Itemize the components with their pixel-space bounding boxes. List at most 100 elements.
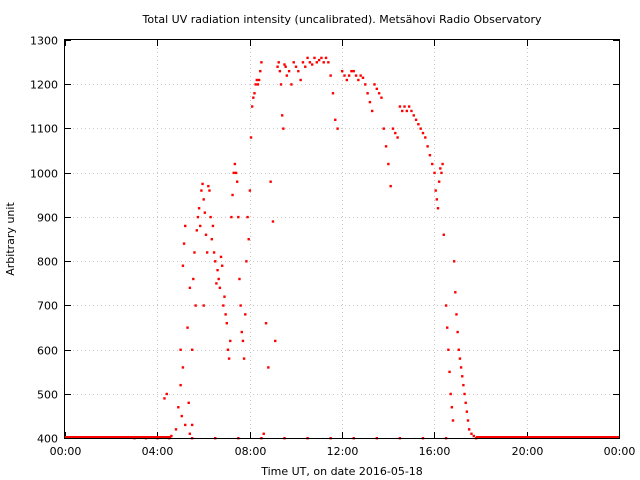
data-point: [242, 357, 246, 360]
data-point: [163, 397, 166, 400]
data-point: [440, 171, 443, 175]
data-point: [247, 238, 250, 241]
data-point: [301, 61, 305, 64]
data-point: [449, 392, 452, 396]
data-point: [441, 162, 444, 166]
data-point: [208, 189, 211, 192]
data-point: [371, 109, 374, 113]
data-point: [182, 242, 186, 245]
data-point: [384, 145, 388, 148]
data-point: [227, 357, 231, 360]
x-axis-label: Time UT, on date 2016-05-18: [260, 465, 423, 478]
data-point: [190, 423, 194, 427]
data-point: [214, 260, 217, 263]
data-point: [259, 69, 262, 73]
data-point: [284, 65, 287, 68]
data-point: [250, 105, 254, 108]
data-point: [180, 414, 183, 418]
data-point: [234, 171, 238, 175]
data-point: [215, 282, 218, 285]
data-point: [238, 277, 241, 281]
chart-title: Total UV radiation intensity (uncalibrat…: [142, 13, 542, 26]
data-point: [331, 92, 335, 95]
data-point: [186, 326, 189, 329]
data-point: [341, 69, 344, 73]
data-point: [433, 171, 436, 175]
data-points: [133, 56, 478, 440]
y-tick-label: 1000: [30, 168, 58, 181]
data-point: [424, 136, 427, 139]
data-point: [459, 366, 463, 369]
data-point: [253, 92, 256, 95]
data-point: [174, 428, 178, 431]
y-tick-label: 1300: [30, 35, 58, 48]
data-point: [285, 74, 288, 77]
data-point: [294, 65, 298, 68]
data-point: [451, 419, 455, 422]
data-point: [396, 136, 399, 139]
data-point: [246, 215, 249, 219]
data-point: [220, 264, 224, 267]
data-point: [188, 432, 192, 435]
data-point: [462, 383, 465, 387]
data-point: [229, 339, 232, 343]
data-point: [257, 78, 261, 82]
data-point: [336, 127, 339, 130]
data-point: [287, 69, 291, 73]
data-point: [204, 233, 208, 236]
data-point: [271, 220, 275, 223]
x-tick-label: 00:00: [50, 445, 82, 458]
data-point: [299, 78, 302, 82]
data-point: [235, 180, 239, 183]
data-point: [313, 56, 316, 60]
data-point: [463, 392, 466, 396]
x-tick-label: 04:00: [142, 445, 174, 458]
data-point: [389, 184, 392, 188]
data-point: [410, 109, 413, 113]
plot-frame: [64, 39, 620, 439]
data-point: [170, 434, 173, 438]
data-point: [444, 304, 448, 307]
data-point: [470, 432, 473, 435]
y-tick-label: 1100: [30, 123, 58, 136]
y-tick-label: 400: [37, 433, 58, 446]
data-point: [226, 348, 230, 351]
data-point: [431, 162, 434, 166]
data-point: [193, 251, 196, 254]
data-point: [195, 229, 198, 232]
data-point: [205, 251, 209, 254]
data-point: [414, 118, 418, 121]
data-point: [364, 83, 367, 86]
data-point: [455, 313, 458, 316]
data-point: [343, 74, 346, 77]
data-point: [210, 238, 213, 241]
data-point: [209, 215, 212, 219]
data-point: [426, 145, 429, 148]
data-point: [368, 100, 372, 104]
data-point: [292, 61, 295, 64]
data-point: [308, 61, 312, 64]
data-point: [199, 224, 202, 228]
data-point: [391, 127, 395, 130]
data-point: [232, 171, 235, 175]
data-point: [279, 83, 283, 86]
data-point: [192, 277, 195, 281]
data-point: [434, 189, 437, 192]
data-point: [217, 277, 220, 281]
data-point: [223, 295, 226, 298]
data-point: [387, 162, 390, 166]
data-point: [283, 63, 286, 66]
data-point: [452, 260, 456, 263]
data-point: [200, 189, 203, 192]
data-point: [454, 291, 457, 294]
data-point: [181, 264, 185, 267]
x-axis-ticks: 00:00 04:00 08:00 12:00 16:00 20:00 00:00: [50, 40, 635, 458]
data-point: [329, 74, 332, 77]
data-point: [373, 83, 376, 86]
data-point: [187, 401, 190, 405]
data-point: [457, 348, 460, 351]
data-point: [256, 83, 260, 86]
data-point: [437, 180, 441, 183]
data-point: [447, 348, 450, 351]
x-tick-label: 20:00: [512, 445, 544, 458]
